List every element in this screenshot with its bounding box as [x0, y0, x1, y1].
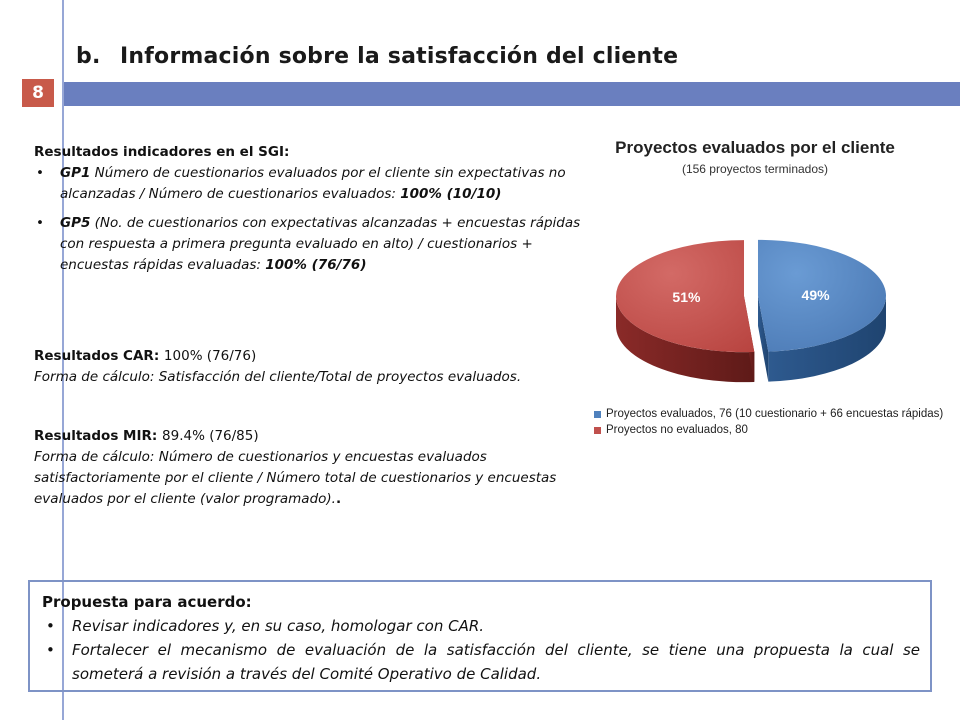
legend-label: Proyectos evaluados, 76 (10 cuestionario… — [606, 408, 944, 420]
car-result: Resultados CAR: 100% (76/76) — [34, 346, 594, 367]
proposal-item: • Revisar indicadores y, en su caso, homo… — [42, 614, 920, 638]
proposal-box: Propuesta para acuerdo: • Revisar indicad… — [28, 580, 932, 692]
bullet-icon: • — [36, 165, 44, 181]
sgi-code: GP5 — [60, 215, 91, 231]
pie-label-evaluados: 49% — [802, 287, 831, 303]
car-value: 100% (76/76) — [163, 348, 257, 364]
pie-slice-evaluados-top — [757, 239, 886, 352]
mir-value: 89.4% (76/85) — [162, 428, 259, 444]
pie-slice-evaluados — [757, 239, 886, 382]
title-text: Información sobre la satisfacción del cl… — [120, 44, 679, 69]
slide-title: b. Información sobre la satisfacción del … — [76, 44, 678, 69]
pie-slice-evaluados-side — [768, 295, 886, 382]
sgi-list: • GP1 Número de cuestionarios evaluados … — [34, 163, 594, 276]
sgi-item-gp1: • GP1 Número de cuestionarios evaluados … — [34, 163, 594, 205]
chart-legend: Proyectos evaluados, 76 (10 cuestionario… — [594, 406, 943, 438]
legend-item-no-evaluados: Proyectos no evaluados, 80 — [594, 422, 943, 438]
car-label: Resultados CAR: — [34, 348, 164, 364]
bullet-icon: • — [46, 617, 55, 635]
sgi-heading: Resultados indicadores en el SGI: — [34, 144, 290, 160]
sgi-result: 100% (10/10) — [400, 186, 502, 202]
mir-formula: Forma de cálculo: Número de cuestionario… — [34, 449, 557, 507]
proposal-heading: Propuesta para acuerdo: — [42, 593, 252, 611]
mir-result: Resultados MIR: 89.4% (76/85) — [34, 426, 594, 447]
pie-slice-evaluados-face — [757, 295, 769, 382]
header-accent-bar — [64, 82, 960, 106]
sgi-result: 100% (76/76) — [265, 257, 367, 273]
legend-swatch — [594, 410, 601, 418]
pie-slice-no-evaluados — [616, 240, 755, 383]
legend-label: Proyectos no evaluados, 80 — [606, 424, 748, 436]
sgi-code: GP1 — [60, 165, 91, 181]
car-section: Resultados CAR: 100% (76/76) Forma de cá… — [34, 346, 594, 388]
sgi-item-gp5: • GP5 (No. de cuestionarios con expectat… — [34, 213, 594, 276]
sgi-text: Número de cuestionarios evaluados por el… — [60, 165, 566, 202]
car-formula: Forma de cálculo: Satisfacción del clien… — [34, 369, 522, 385]
sgi-text: (No. de cuestionarios con expectativas a… — [60, 215, 581, 273]
proposal-item-text: Fortalecer el mecanismo de evaluación de… — [72, 641, 920, 683]
mir-section: Resultados MIR: 89.4% (76/85) Forma de c… — [34, 426, 594, 510]
bullet-icon: • — [46, 641, 55, 659]
pie-slice-no-evaluados-top — [616, 240, 755, 353]
legend-item-evaluados: Proyectos evaluados, 76 (10 cuestionario… — [594, 406, 943, 422]
proposal-item-text: Revisar indicadores y, en su caso, homol… — [72, 617, 485, 635]
proposal-item: • Fortalecer el mecanismo de evaluación d… — [42, 638, 920, 686]
chart-title: Proyectos evaluados por el cliente — [615, 138, 895, 157]
legend-swatch — [594, 426, 601, 434]
pie-chart: 49% 51% — [616, 239, 886, 383]
pie-label-no-evaluados: 51% — [672, 289, 701, 305]
proposal-list: • Revisar indicadores y, en su caso, homo… — [42, 614, 920, 686]
sgi-section: Resultados indicadores en el SGI: • GP1 … — [34, 142, 594, 284]
pie-slice-no-evaluados-side — [616, 296, 755, 383]
bullet-icon: • — [36, 215, 44, 231]
mir-label: Resultados MIR: — [34, 428, 163, 444]
left-vertical-rule — [62, 0, 64, 720]
title-number: b. — [76, 44, 101, 69]
mir-period: . — [335, 491, 342, 507]
page-number-badge: 8 — [22, 79, 54, 107]
mir-formula-wrap: Forma de cálculo: Número de cuestionario… — [34, 447, 594, 510]
chart-subtitle: (156 proyectos terminados) — [681, 162, 829, 176]
